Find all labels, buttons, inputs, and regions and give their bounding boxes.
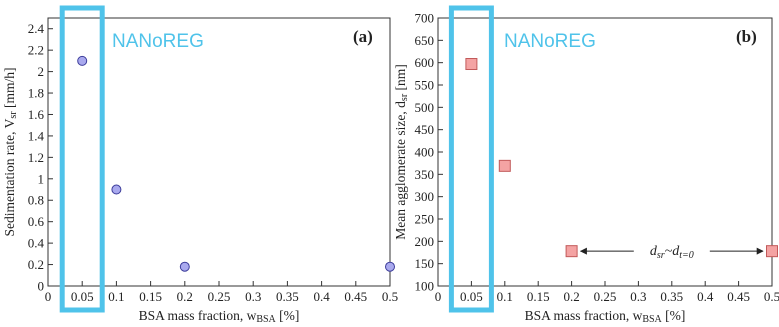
panel-a-ytick-label: 0.2 xyxy=(28,257,44,272)
panel-a-data-point xyxy=(111,184,122,195)
panel-b-ytick-label: 500 xyxy=(415,100,435,115)
panel-b-ytick-label: 100 xyxy=(415,279,435,294)
panel-a-data-point xyxy=(77,55,88,66)
panel-a-xtick-label: 0.2 xyxy=(177,289,193,304)
panel-b-xtick-label: 0.2 xyxy=(563,289,579,304)
panel-a-data-point xyxy=(385,261,395,272)
panel-b-ytick-label: 450 xyxy=(415,122,435,137)
panel-a-letter: (a) xyxy=(353,27,373,46)
panel-b-ytick-label: 700 xyxy=(415,11,435,26)
panel-b-points xyxy=(465,58,778,258)
panel-a-xtick-label: 0.15 xyxy=(139,289,162,304)
chart-panel-a: 0 0.05 0.1 0.15 0.2 0.25 0.3 0.35 0.4 0.45 0.5 0 0.2… xyxy=(2,5,398,325)
panel-b-ytick-label: 350 xyxy=(415,167,435,182)
panel-b-ytick-label: 550 xyxy=(415,78,435,93)
panel-b-xtick-label: 0.25 xyxy=(594,289,617,304)
panel-b-ylabel: Mean agglomerate size, dsr [nm] xyxy=(393,64,410,240)
panel-b-xtick-label: 0.45 xyxy=(727,289,750,304)
panel-b-ytick-label: 650 xyxy=(415,33,435,48)
panel-a-xtick-label: 0.1 xyxy=(108,289,124,304)
panel-a-data-point xyxy=(179,261,190,272)
panel-a-ytick-label: 2.2 xyxy=(28,43,44,58)
panel-a-ytick-label: 0.4 xyxy=(28,236,45,251)
panel-b-xtick-label: 0.05 xyxy=(460,289,483,304)
panel-b-letter: (b) xyxy=(736,27,757,46)
panel-a-xtick-label: 0.5 xyxy=(382,289,398,304)
panel-b-data-point xyxy=(565,245,578,258)
panel-a-ytick-label: 1 xyxy=(38,171,45,186)
panel-b-ytick-label: 600 xyxy=(415,55,435,70)
panel-b-data-point xyxy=(498,159,511,172)
panel-b-xlabel: BSA mass fraction, wBSA [%] xyxy=(525,308,686,325)
panel-a-ytick-label: 2 xyxy=(38,64,45,79)
annotation-label-bg xyxy=(633,239,710,260)
chart-panel-b: 0 0.05 0.1 0.15 0.2 0.25 0.3 0.35 0.4 0.45 0.5 100 1… xyxy=(393,5,779,325)
panel-a-points xyxy=(77,55,395,272)
panel-b-data-point xyxy=(766,245,778,258)
panel-b-xtick-label: 0.1 xyxy=(497,289,513,304)
panel-b-highlight-box xyxy=(448,5,494,313)
panel-a-xtick-label: 0.35 xyxy=(276,289,299,304)
panel-b-overlay-label: NANoREG xyxy=(504,31,596,52)
panel-a-ylabel: Sedimentation rate, Vsr [mm/h] xyxy=(2,68,19,237)
panel-b-xtick-label: 0.4 xyxy=(697,289,714,304)
panel-b-highlight xyxy=(448,5,494,313)
panel-a-ytick-label: 2.4 xyxy=(28,21,45,36)
panel-a-xlabel: BSA mass fraction, wBSA [%] xyxy=(139,308,300,325)
panel-a-ytick-label: 1.8 xyxy=(28,86,44,101)
panel-a-ytick-label: 0 xyxy=(38,279,45,294)
panel-a-overlay-label: NANoREG xyxy=(112,31,204,52)
panel-b-ytick-label: 150 xyxy=(415,256,435,271)
panel-a-xtick-label: 0.25 xyxy=(208,289,231,304)
panel-b-ytick-label: 200 xyxy=(415,234,435,249)
panel-b-annotation: dsr~dt=0 xyxy=(579,239,764,261)
panel-b-ytick-label: 300 xyxy=(415,189,435,204)
panel-a-ytick-label: 1.4 xyxy=(28,128,45,143)
panel-a-ytick-label: 1.2 xyxy=(28,150,44,165)
panel-a-xtick-label: 0.3 xyxy=(245,289,261,304)
panel-b-ytick-label: 250 xyxy=(415,212,435,227)
panel-a-xtick-label: 0.05 xyxy=(71,289,94,304)
annotation-label: dsr~dt=0 xyxy=(650,244,694,261)
panel-b-ticks: 0 0.05 0.1 0.15 0.2 0.25 0.3 0.35 0.4 0.45 0.5 100 1… xyxy=(415,11,779,305)
panel-b-ytick-label: 400 xyxy=(415,145,435,160)
panel-a-xtick-label: 0.4 xyxy=(313,289,330,304)
panel-a-xtick-label: 0.45 xyxy=(344,289,367,304)
panel-a-highlight-box xyxy=(59,5,105,313)
panel-a-xtick-label: 0 xyxy=(45,289,52,304)
panel-b-xtick-label: 0 xyxy=(435,289,442,304)
panel-b-xtick-label: 0.15 xyxy=(527,289,550,304)
panel-b-xtick-label: 0.35 xyxy=(660,289,683,304)
panel-b-xtick-label: 0.5 xyxy=(764,289,779,304)
panel-a-ytick-label: 1.6 xyxy=(28,107,45,122)
panel-a-ytick-label: 0.8 xyxy=(28,193,44,208)
panel-b-plot-frame xyxy=(437,17,773,287)
panel-a-ticks: 0 0.05 0.1 0.15 0.2 0.25 0.3 0.35 0.4 0.45 0.5 0 0.2… xyxy=(28,21,398,304)
panel-a-plot-frame xyxy=(47,17,391,287)
panel-a-ytick-label: 0.6 xyxy=(28,214,45,229)
panel-b-xtick-label: 0.3 xyxy=(630,289,646,304)
panel-b-data-point xyxy=(465,58,478,71)
panel-a-highlight xyxy=(59,5,105,313)
